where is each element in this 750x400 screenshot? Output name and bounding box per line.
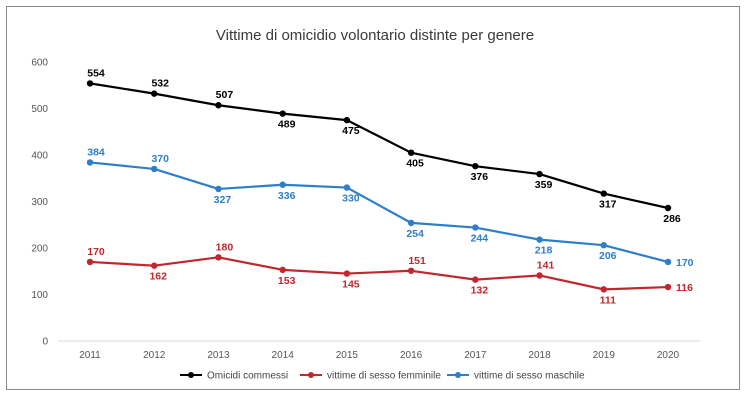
y-tick-label: 200 xyxy=(31,244,48,255)
data-point xyxy=(664,258,672,266)
data-label: 317 xyxy=(599,199,617,211)
y-tick-label: 600 xyxy=(31,58,48,69)
data-label: 145 xyxy=(342,279,360,291)
y-tick-label: 400 xyxy=(31,151,48,162)
data-label: 170 xyxy=(676,257,694,269)
legend-label: Omicidi commessi xyxy=(207,371,288,382)
data-point xyxy=(600,242,607,249)
data-point xyxy=(536,272,543,279)
x-tick-label: 2018 xyxy=(528,350,551,361)
data-label: 111 xyxy=(600,294,617,306)
legend-label: vittime di sesso maschile xyxy=(474,371,585,382)
data-point xyxy=(472,276,479,283)
legend-swatch-marker xyxy=(455,372,461,378)
data-label: 180 xyxy=(216,241,234,253)
x-tick-label: 2020 xyxy=(657,350,680,361)
y-tick-label: 0 xyxy=(42,337,48,348)
data-point xyxy=(215,254,222,261)
data-point xyxy=(472,162,479,170)
y-tick-label: 100 xyxy=(31,290,48,301)
x-tick-label: 2015 xyxy=(336,350,359,361)
data-point xyxy=(86,159,94,166)
x-tick-label: 2016 xyxy=(400,350,423,361)
chart-frame xyxy=(6,6,740,390)
x-tick-label: 2012 xyxy=(143,350,166,361)
data-label: 384 xyxy=(87,146,105,158)
legend: Omicidi commessi vittime di sesso femmini… xyxy=(180,371,585,382)
data-point xyxy=(600,190,607,197)
x-axis-ticks: 2011 2012 2013 2014 2015 2016 2017 2018 2019 2020 xyxy=(79,350,679,361)
data-point xyxy=(279,181,286,188)
data-label: 132 xyxy=(471,285,489,297)
series-line xyxy=(89,82,669,210)
data-label: 141 xyxy=(537,259,555,271)
legend-item: vittime di sesso femminile xyxy=(300,371,441,382)
data-point xyxy=(536,170,543,178)
data-label: 475 xyxy=(342,125,360,137)
data-label: 254 xyxy=(406,228,424,240)
data-label: 489 xyxy=(278,119,296,131)
series-group: 384 370 327 336 330 254 244 218 206 170 xyxy=(86,146,694,269)
data-label: 359 xyxy=(535,179,553,191)
data-label: 206 xyxy=(599,250,617,262)
data-label: 376 xyxy=(471,171,489,183)
x-tick-label: 2019 xyxy=(593,350,616,361)
data-label: 405 xyxy=(406,158,424,170)
data-point xyxy=(600,286,607,293)
chart-title: Vittime di omicidio volontario distinte … xyxy=(216,27,534,44)
legend-swatch-marker xyxy=(188,372,194,378)
data-point xyxy=(664,204,672,212)
data-point xyxy=(343,116,351,124)
data-point xyxy=(215,185,222,193)
data-label: 218 xyxy=(535,245,553,257)
x-tick-label: 2013 xyxy=(207,350,230,361)
series-group: 554 532 507 489 475 405 376 359 317 286 xyxy=(86,67,681,225)
legend-swatch-marker xyxy=(308,372,314,378)
data-point xyxy=(407,267,415,274)
legend-item: vittime di sesso maschile xyxy=(447,371,585,382)
data-point xyxy=(151,262,158,269)
x-tick-label: 2017 xyxy=(464,350,487,361)
data-label: 151 xyxy=(408,255,426,267)
data-label: 554 xyxy=(87,67,105,79)
data-label: 153 xyxy=(278,275,296,287)
data-label: 532 xyxy=(151,78,169,90)
data-label: 286 xyxy=(663,213,681,225)
series-line xyxy=(89,256,669,291)
data-point xyxy=(279,266,286,274)
x-tick-label: 2014 xyxy=(272,350,295,361)
y-tick-label: 500 xyxy=(31,104,48,115)
data-point xyxy=(664,283,672,291)
data-label: 336 xyxy=(278,190,296,202)
y-tick-label: 300 xyxy=(31,197,48,208)
data-point xyxy=(407,219,415,227)
data-label: 170 xyxy=(87,246,105,258)
data-label: 330 xyxy=(342,193,360,205)
data-label: 162 xyxy=(149,271,167,283)
data-point xyxy=(86,80,94,87)
data-point xyxy=(536,236,543,243)
series-group: 170 162 180 153 145 151 132 141 111 116 xyxy=(86,241,693,306)
series-layer: 5545325074894754053763593172861701621801… xyxy=(86,67,694,306)
data-point xyxy=(86,258,94,266)
legend-item: Omicidi commessi xyxy=(180,371,288,382)
legend-label: vittime di sesso femminile xyxy=(327,371,441,382)
data-point xyxy=(343,184,351,191)
data-label: 327 xyxy=(214,194,232,206)
y-axis-ticks: 0 100 200 300 400 500 600 xyxy=(31,58,48,348)
data-point xyxy=(215,102,222,109)
data-label: 244 xyxy=(471,233,489,245)
series-line xyxy=(89,161,669,264)
data-point xyxy=(343,270,351,277)
data-point xyxy=(151,90,158,97)
data-label: 370 xyxy=(151,153,169,165)
data-point xyxy=(279,110,286,117)
data-label: 116 xyxy=(676,282,693,294)
data-label: 507 xyxy=(216,89,234,101)
data-point xyxy=(407,149,415,156)
data-point xyxy=(151,165,158,173)
x-tick-label: 2011 xyxy=(79,350,101,361)
data-point xyxy=(472,224,479,231)
